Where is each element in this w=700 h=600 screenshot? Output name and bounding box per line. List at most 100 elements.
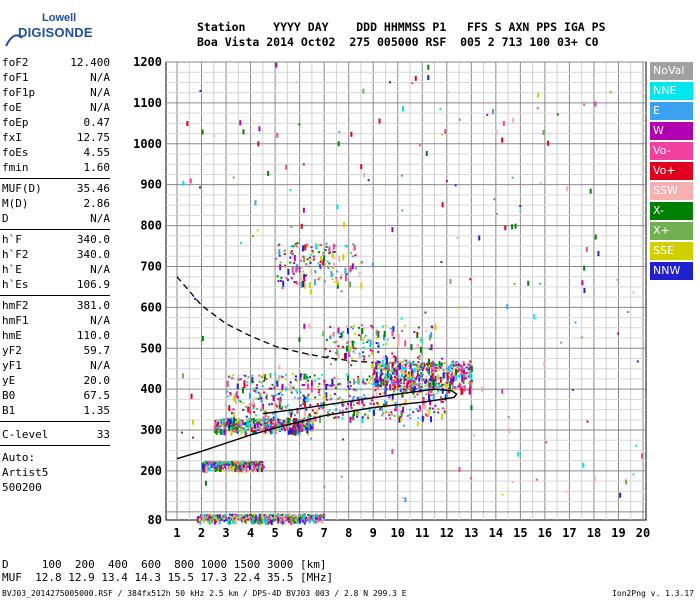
echo-point — [256, 462, 259, 465]
echo-point — [329, 337, 332, 340]
echo-point — [349, 395, 352, 398]
echo-point — [376, 402, 379, 405]
echo-point — [416, 421, 419, 427]
echo-point — [301, 421, 304, 424]
echo-point — [326, 383, 329, 386]
echo-point — [307, 379, 310, 382]
echo-point — [381, 325, 384, 328]
echo-point — [277, 279, 280, 282]
echo-point — [433, 411, 436, 414]
echo-point — [566, 186, 569, 192]
echo-point — [289, 385, 292, 392]
echo-point — [244, 461, 247, 464]
echo-point — [402, 368, 405, 375]
echo-point — [334, 416, 337, 419]
echo-point — [414, 383, 417, 386]
echo-point — [278, 249, 281, 256]
echo-point — [281, 286, 284, 289]
electron-density-profile — [176, 388, 458, 460]
echo-point — [465, 366, 468, 369]
echo-point — [310, 429, 313, 432]
echo-point — [350, 406, 353, 409]
echo-point — [377, 342, 380, 349]
echo-point — [440, 261, 443, 264]
y-tick-label: 300 — [140, 423, 162, 437]
echo-point — [384, 367, 387, 370]
echo-point — [201, 129, 204, 135]
echo-point — [391, 386, 394, 389]
param-row: M(D) 2.86 — [2, 197, 110, 211]
echo-point — [305, 263, 308, 266]
echo-point — [237, 396, 240, 399]
echo-point — [313, 379, 316, 382]
echo-point — [199, 90, 202, 93]
echo-point — [393, 387, 396, 390]
echo-point — [446, 384, 449, 387]
echo-point — [396, 365, 399, 368]
echo-point — [308, 422, 311, 425]
echo-point — [295, 245, 298, 248]
echo-point — [331, 252, 334, 259]
echo-point — [402, 382, 405, 385]
echo-point — [519, 209, 522, 212]
echo-point — [428, 378, 431, 381]
echo-point — [257, 516, 260, 519]
echo-point — [303, 273, 306, 280]
echo-point — [283, 427, 286, 430]
echo-point — [404, 497, 407, 503]
echo-point — [213, 515, 216, 518]
echo-point — [261, 466, 264, 469]
echo-point — [300, 377, 303, 380]
echo-point — [342, 254, 345, 261]
echo-point — [413, 395, 416, 398]
echo-point — [300, 373, 303, 376]
echo-point — [279, 418, 282, 421]
echo-point — [295, 281, 298, 284]
echo-point — [456, 236, 459, 239]
echo-point — [280, 423, 283, 426]
echo-point — [438, 368, 441, 371]
echo-point — [412, 411, 415, 414]
echo-point — [204, 461, 207, 464]
echo-point — [388, 414, 391, 417]
echo-point — [275, 377, 278, 384]
echo-point — [327, 266, 330, 269]
echo-point — [470, 383, 473, 386]
echo-point — [296, 264, 299, 271]
echo-point — [381, 414, 384, 417]
echo-point — [428, 358, 431, 365]
echo-point — [278, 398, 281, 405]
echo-point — [307, 353, 310, 356]
echo-point — [254, 428, 257, 435]
echo-point — [309, 415, 312, 418]
echo-point — [288, 418, 291, 421]
echo-point — [400, 382, 403, 385]
echo-point — [519, 205, 522, 208]
param-row: foF1p N/A — [2, 86, 110, 100]
echo-point — [410, 387, 413, 394]
legend-item-e: E — [650, 102, 693, 120]
echo-point — [514, 223, 517, 229]
echo-point — [383, 364, 386, 371]
echo-point — [358, 272, 361, 275]
echo-point — [502, 120, 505, 126]
echo-point — [259, 514, 262, 517]
echo-point — [332, 251, 335, 254]
param-row: hmE 110.0 — [2, 329, 110, 343]
echo-point — [287, 268, 290, 275]
echo-point — [198, 186, 201, 189]
echo-point — [326, 411, 329, 418]
echo-point — [279, 421, 282, 424]
profile-curves — [176, 276, 458, 460]
echo-point — [353, 332, 356, 335]
echo-point — [463, 377, 466, 380]
distance-row: D 100 200 400 600 800 1000 1500 3000 [km… — [2, 558, 327, 571]
echo-point — [373, 385, 376, 388]
echo-point — [343, 222, 346, 228]
echo-point — [199, 518, 202, 525]
echo-point — [307, 393, 310, 396]
echo-point — [291, 372, 294, 375]
echo-point — [295, 517, 298, 520]
echo-point — [517, 451, 520, 457]
echo-point — [290, 412, 293, 418]
